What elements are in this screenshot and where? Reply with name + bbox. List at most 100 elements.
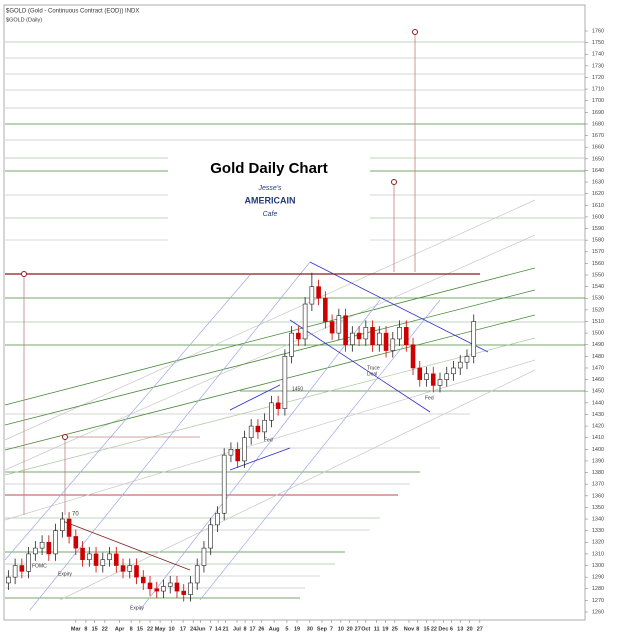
y-tick-label: 1310 (592, 551, 604, 557)
candle-body (188, 582, 193, 595)
candle-body (269, 402, 274, 421)
x-tick-label: 20 (347, 626, 353, 632)
y-tick-label: 1360 (592, 493, 604, 499)
candle-body (248, 425, 254, 438)
y-tick-label: 1710 (592, 87, 604, 93)
title-box (168, 145, 370, 241)
candle-body (174, 582, 180, 592)
y-tick-label: 1520 (592, 307, 604, 313)
candle-body (471, 321, 477, 357)
candle-body (437, 379, 443, 386)
y-tick-label: 1390 (592, 458, 604, 464)
x-tick-label: 17 (249, 626, 255, 632)
candle-body (66, 518, 72, 537)
y-tick-label: 1570 (592, 249, 604, 255)
candle-body (194, 565, 200, 584)
candle-body (120, 565, 126, 572)
annotation: Expiry (58, 571, 72, 577)
y-tick-label: 1300 (592, 563, 604, 569)
candle-body (329, 321, 335, 334)
x-tick-label: 20 (467, 626, 473, 632)
y-tick-label: 1530 (592, 296, 604, 302)
logo-bottom: Cafe (263, 211, 278, 218)
candle-body (53, 530, 58, 555)
y-tick-label: 1580 (592, 238, 604, 244)
candle-body (262, 419, 267, 433)
x-tick-label: 8 (130, 626, 133, 632)
y-tick-label: 1330 (592, 528, 604, 534)
x-tick-label: 5 (285, 626, 288, 632)
candle-body (134, 565, 139, 578)
x-tick-label: 15 (423, 626, 429, 632)
x-tick-label: 19 (294, 626, 300, 632)
annotation: 1450 (292, 386, 303, 392)
candle-body (39, 541, 45, 549)
y-tick-label: 1750 (592, 40, 604, 46)
x-tick-label: 27 (355, 626, 361, 632)
candle-body (93, 553, 99, 566)
y-tick-label: 1740 (592, 52, 604, 58)
y-tick-label: 1480 (592, 354, 604, 360)
x-tick-label: 8 (416, 626, 419, 632)
candle-body (417, 367, 423, 380)
candle-body (147, 582, 153, 590)
x-tick-label: 27 (477, 626, 483, 632)
x-tick-label: Jul (233, 626, 241, 632)
candle-body (370, 327, 375, 346)
y-tick-label: 1550 (592, 272, 604, 278)
trend-lines (4, 29, 585, 611)
candle-body (289, 332, 294, 357)
x-tick-label: Dec (438, 626, 448, 632)
y-tick-label: 1610 (592, 203, 604, 209)
candle-body (113, 553, 119, 566)
candle-body (87, 553, 92, 561)
x-tick-label: 30 (307, 626, 313, 632)
candle-body (73, 536, 79, 549)
y-tick-label: 1510 (592, 319, 604, 325)
x-tick-label: 6 (450, 626, 453, 632)
candle-body (377, 332, 382, 346)
candle-body (154, 588, 160, 592)
candle-body (356, 332, 362, 340)
x-tick-label: May (155, 626, 167, 632)
annotation: Truce (367, 365, 380, 371)
candle-body (208, 524, 213, 549)
x-tick-label: 8 (244, 626, 247, 632)
candle-body (410, 344, 416, 369)
candle-body (383, 332, 389, 351)
candle-body (19, 565, 25, 572)
y-tick-label: 1450 (592, 389, 604, 395)
subheader: $GOLD (Daily) (6, 17, 42, 23)
candle-body (60, 518, 65, 531)
candle-body (323, 297, 328, 322)
x-tick-label: 17 (180, 626, 186, 632)
y-tick-label: 1400 (592, 447, 604, 453)
candle-body (336, 315, 342, 334)
candle-body (161, 586, 166, 592)
candle-body (444, 373, 450, 380)
x-tick-label: 21 (222, 626, 228, 632)
candle-body (403, 327, 409, 346)
x-tick-label: 10 (338, 626, 344, 632)
y-tick-label: 1260 (592, 609, 604, 615)
annotation: 70 (72, 512, 79, 518)
y-tick-label: 1320 (592, 540, 604, 546)
y-tick-label: 1380 (592, 470, 604, 476)
candle-body (350, 332, 355, 346)
y-tick-label: 1470 (592, 365, 604, 371)
candle-body (6, 576, 11, 584)
x-tick-label: Nov (404, 626, 415, 632)
y-tick-label: 1760 (592, 28, 604, 34)
x-tick-label: 22 (147, 626, 153, 632)
y-tick-label: 1410 (592, 435, 604, 441)
y-tick-label: 1440 (592, 400, 604, 406)
y-tick-label: 1600 (592, 214, 604, 220)
candle-body (235, 449, 240, 462)
x-tick-label: 7 (330, 626, 333, 632)
candle-body (457, 361, 463, 369)
plot-frame (3, 4, 586, 621)
y-tick-label: 1560 (592, 261, 604, 267)
logo-top: Jesse's (257, 185, 282, 192)
candle-body (215, 512, 220, 526)
